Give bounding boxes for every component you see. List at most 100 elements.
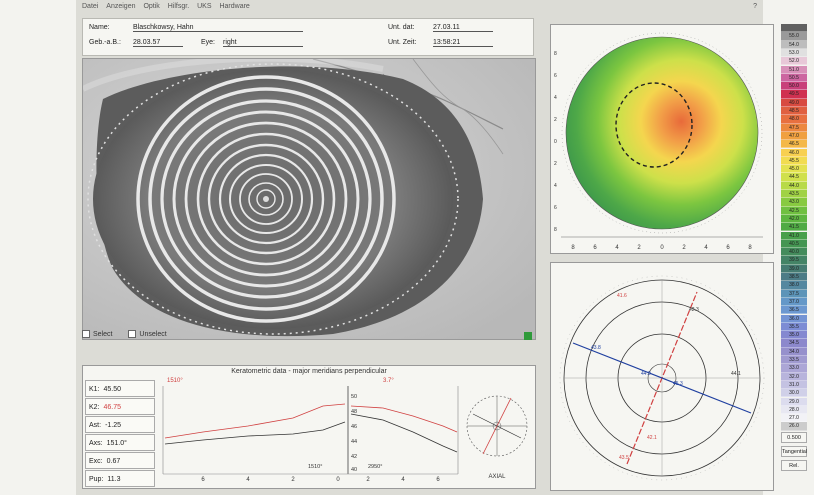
unselect-checkbox[interactable] (128, 330, 137, 338)
y-tick-44: 44 (351, 439, 357, 445)
menu-bar: Datei Anzeigen Optik Hilfsgr. UKS Hardwa… (76, 3, 763, 15)
scale-cell: 36.5 (781, 306, 807, 315)
exam-date-value: 27.03.11 (433, 24, 493, 32)
menu-item-help[interactable]: ? (753, 3, 757, 10)
menu-item-uks[interactable]: UKS (197, 3, 212, 10)
topo-x-tick-3: 2 (637, 245, 641, 251)
scale-cell: 52.0 (781, 57, 807, 66)
polar-label-2: 43.8 (591, 345, 601, 351)
kerato-value-box: K2: 46.75 (85, 398, 155, 415)
scale-cell: 46.0 (781, 148, 807, 157)
y-tick-40: 40 (351, 467, 357, 473)
topo-x-tick-4: 0 (660, 245, 664, 251)
select-label: Select (93, 330, 113, 338)
dob-label: Geb.-a.B.: (89, 39, 121, 46)
axis-mini-polar (466, 395, 528, 457)
scale-cell: 50.5 (781, 73, 807, 83)
y-tick-50: 50 (351, 394, 357, 400)
topo-x-tick-0: 8 (571, 245, 575, 251)
kerato-label: Axs: (89, 440, 103, 447)
relative-button[interactable]: Rel. (781, 460, 807, 471)
eye-label: Eye: (201, 39, 216, 46)
eye-options: Select Unselect (82, 330, 534, 342)
x-tick-r2: 2 (366, 477, 370, 483)
scale-cell: 38.5 (781, 273, 807, 282)
scale-cell: 34.5 (781, 339, 807, 348)
scale-cell: 32.0 (781, 372, 807, 381)
topo-y-tick-4: 0 (554, 139, 557, 145)
scale-cell: 30.0 (781, 389, 807, 398)
scale-cell: 36.0 (781, 314, 807, 323)
scale-cell: 48.5 (781, 107, 807, 116)
topo-y-tick-8: 8 (554, 227, 557, 233)
kerato-label: Pup: (89, 476, 104, 483)
scale-cell: 41.5 (781, 223, 807, 232)
topography-map: 8 6 4 2 0 2 4 6 8 8 6 4 2 0 2 4 6 8 (554, 32, 763, 251)
topo-x-tick-2: 4 (615, 245, 619, 251)
polar-label-0: 41.6 (617, 293, 627, 299)
keratometric-graph-panel: Keratometric data - major meridians perp… (82, 365, 536, 489)
eye-image-panel (82, 58, 536, 340)
k2-curve-right (350, 405, 458, 433)
kerato-value-box: Exc: 0.67 (85, 452, 155, 469)
meridian-polar-diagram: 41.6 42.3 43.8 44.1 44.9 45.3 42.1 43.5 (559, 275, 765, 481)
kerato-label: K1: (89, 386, 100, 393)
scale-cell (781, 24, 807, 33)
axial-label: AXIAL (488, 474, 506, 480)
polar-label-1: 42.3 (689, 307, 699, 313)
keratometric-curves: 1510° 3.7° 6 4 2 0 2 4 6 50 48 46 44 42 … (162, 378, 528, 483)
scale-cell: 39.0 (781, 264, 807, 273)
eye-value: right (223, 39, 303, 47)
scale-cell: 38.0 (781, 281, 807, 290)
topo-x-tick-7: 6 (726, 245, 730, 251)
unselect-option[interactable]: Unselect (128, 330, 167, 338)
scale-cell: 33.0 (781, 364, 807, 373)
menu-item-file[interactable]: Datei (82, 3, 99, 10)
x-tick-r6: 6 (436, 477, 440, 483)
topo-y-tick-1: 6 (554, 73, 557, 79)
select-checkbox[interactable] (82, 330, 90, 338)
topo-y-tick-5: 2 (554, 161, 557, 167)
scale-cell: 37.0 (781, 297, 807, 307)
select-option[interactable]: Select (82, 330, 113, 338)
kerato-value: 151.0° (106, 440, 127, 447)
topography-map-panel: 8 6 4 2 0 2 4 6 8 8 6 4 2 0 2 4 6 8 (550, 24, 774, 254)
menu-item-tools[interactable]: Hilfsgr. (167, 3, 190, 10)
scale-cell: 47.5 (781, 123, 807, 132)
scale-cell: 35.0 (781, 331, 807, 340)
scale-cell: 51.0 (781, 65, 807, 74)
polar-label-6: 42.1 (647, 435, 657, 441)
status-green-button[interactable] (524, 332, 532, 340)
scale-cell: 44.5 (781, 173, 807, 182)
scale-cell: 49.5 (781, 90, 807, 99)
y-tick-42: 42 (351, 454, 357, 460)
tangential-button[interactable]: Tangential (781, 446, 807, 457)
color-scale-legend: 55.0 54.0 53.0 52.0 51.0 50.5 50.0 49.5 49.0 48.5… (781, 24, 807, 486)
scale-cell: 34.0 (781, 347, 807, 356)
bottom-left-angle: 1510° (308, 464, 322, 470)
menu-item-hardware[interactable]: Hardware (219, 3, 250, 10)
scale-cell: 55.0 (781, 32, 807, 41)
menu-item-optics[interactable]: Optik (143, 3, 160, 10)
name-value: Blaschkowsy, Hahn (133, 24, 303, 32)
polar-label-7: 43.5 (619, 455, 629, 461)
scale-cell: 42.0 (781, 214, 807, 224)
scale-cell: 47.0 (781, 131, 807, 141)
scale-cell: 27.0 (781, 414, 807, 423)
scale-cell: 40.5 (781, 239, 807, 249)
scale-cell: 28.0 (781, 405, 807, 415)
x-tick-l2: 2 (291, 477, 295, 483)
step-button[interactable]: 0.500 (781, 432, 807, 443)
scale-cell: 43.5 (781, 190, 807, 199)
scale-cell: 26.0 (781, 422, 807, 431)
menu-item-view[interactable]: Anzeigen (106, 3, 136, 10)
y-tick-46: 46 (351, 424, 357, 430)
topo-x-tick-1: 6 (593, 245, 597, 251)
scale-cell: 40.0 (781, 248, 807, 257)
graph-angle-right: 3.7° (383, 378, 394, 384)
kerato-value: 45.50 (103, 386, 122, 393)
x-tick-l6: 6 (201, 477, 205, 483)
graph-title: Keratometric data - major meridians perp… (231, 368, 387, 375)
topo-y-tick-3: 2 (554, 117, 557, 123)
graph-angle-left: 1510° (167, 378, 183, 384)
